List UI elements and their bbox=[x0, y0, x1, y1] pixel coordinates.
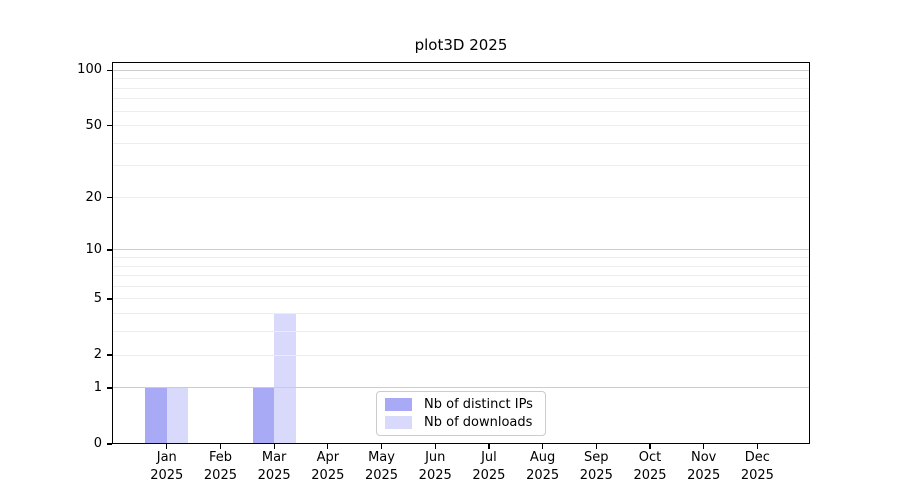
x-axis-tick bbox=[756, 444, 759, 449]
legend: Nb of distinct IPs Nb of downloads bbox=[376, 391, 546, 436]
x-axis-tick-label: Nov 2025 bbox=[687, 450, 721, 483]
gridline-minor bbox=[112, 331, 810, 333]
x-axis-tick bbox=[595, 444, 597, 449]
y-axis-tick-label: 10 bbox=[85, 241, 102, 257]
legend-swatch-downloads bbox=[385, 416, 412, 429]
gridline-minor bbox=[112, 110, 810, 112]
bar-downloads-jan bbox=[166, 387, 189, 444]
x-axis-tick bbox=[219, 444, 222, 449]
gridline-minor bbox=[112, 98, 810, 100]
y-axis-tick bbox=[107, 298, 112, 300]
gridline-minor bbox=[112, 313, 810, 315]
x-axis-tick-label: May 2025 bbox=[364, 450, 399, 483]
x-axis-tick bbox=[488, 444, 490, 449]
x-axis-tick bbox=[380, 444, 383, 449]
y-axis-tick bbox=[107, 443, 112, 445]
y-axis-tick-label: 0 bbox=[93, 436, 102, 451]
x-axis-tick-label: Dec 2025 bbox=[740, 450, 774, 483]
gridline-major bbox=[112, 69, 810, 71]
gridline-minor bbox=[112, 285, 810, 287]
y-axis-tick-label: 20 bbox=[85, 189, 102, 205]
x-axis-tick bbox=[273, 444, 275, 449]
legend-item-downloads: Nb of downloads bbox=[385, 415, 537, 430]
x-axis-tick bbox=[434, 444, 436, 449]
legend-swatch-distinct-ips bbox=[385, 398, 412, 411]
y-axis-tick bbox=[107, 196, 112, 199]
y-axis-tick-label: 2 bbox=[93, 347, 102, 363]
gridline-major bbox=[112, 249, 810, 251]
x-axis-tick-label: Jan 2025 bbox=[150, 450, 184, 483]
bar-downloads-mar bbox=[274, 313, 296, 444]
x-axis-tick-label: Jul 2025 bbox=[472, 450, 506, 483]
gridline-minor bbox=[112, 87, 810, 89]
y-axis-tick bbox=[107, 125, 112, 127]
legend-label-distinct-ips: Nb of distinct IPs bbox=[424, 397, 533, 412]
gridline-minor bbox=[112, 298, 810, 300]
y-axis-tick bbox=[107, 387, 112, 389]
gridline-minor bbox=[112, 142, 810, 144]
chart-title: plot3D 2025 bbox=[414, 36, 508, 54]
x-axis-tick-label: Apr 2025 bbox=[311, 450, 345, 483]
x-axis-tick bbox=[649, 444, 651, 449]
x-axis-tick bbox=[166, 444, 168, 449]
x-axis-tick-label: Sep 2025 bbox=[579, 450, 613, 483]
y-axis-tick-label: 5 bbox=[93, 290, 102, 306]
gridline-major bbox=[112, 387, 810, 389]
gridline-minor bbox=[112, 125, 810, 127]
x-axis-tick bbox=[327, 444, 329, 449]
y-axis-tick bbox=[107, 69, 112, 72]
x-axis-tick bbox=[703, 444, 705, 449]
x-axis-tick-label: Feb 2025 bbox=[203, 450, 237, 483]
gridline-minor bbox=[112, 265, 810, 267]
legend-item-distinct-ips: Nb of distinct IPs bbox=[385, 397, 537, 412]
x-axis-tick bbox=[541, 444, 544, 449]
gridline-minor bbox=[112, 78, 810, 80]
y-axis-tick-label: 1 bbox=[93, 379, 102, 395]
x-axis-tick-label: Aug 2025 bbox=[526, 450, 560, 483]
bar-distinct-ips-jan bbox=[145, 387, 167, 444]
gridline-minor bbox=[112, 257, 810, 259]
gridline-minor bbox=[112, 354, 810, 356]
gridline-minor bbox=[112, 197, 810, 199]
legend-label-downloads: Nb of downloads bbox=[424, 415, 533, 430]
x-axis-tick-label: Jun 2025 bbox=[418, 450, 452, 483]
x-axis-tick-label: Mar 2025 bbox=[257, 450, 291, 483]
gridline-minor bbox=[112, 165, 810, 167]
bar-distinct-ips-mar bbox=[252, 387, 275, 444]
y-axis-tick-label: 100 bbox=[77, 62, 102, 78]
x-axis-tick-label: Oct 2025 bbox=[633, 450, 667, 483]
gridline-minor bbox=[112, 275, 810, 277]
y-axis-tick bbox=[107, 354, 112, 356]
y-axis-tick bbox=[107, 249, 112, 251]
y-axis-tick-label: 50 bbox=[85, 117, 102, 133]
